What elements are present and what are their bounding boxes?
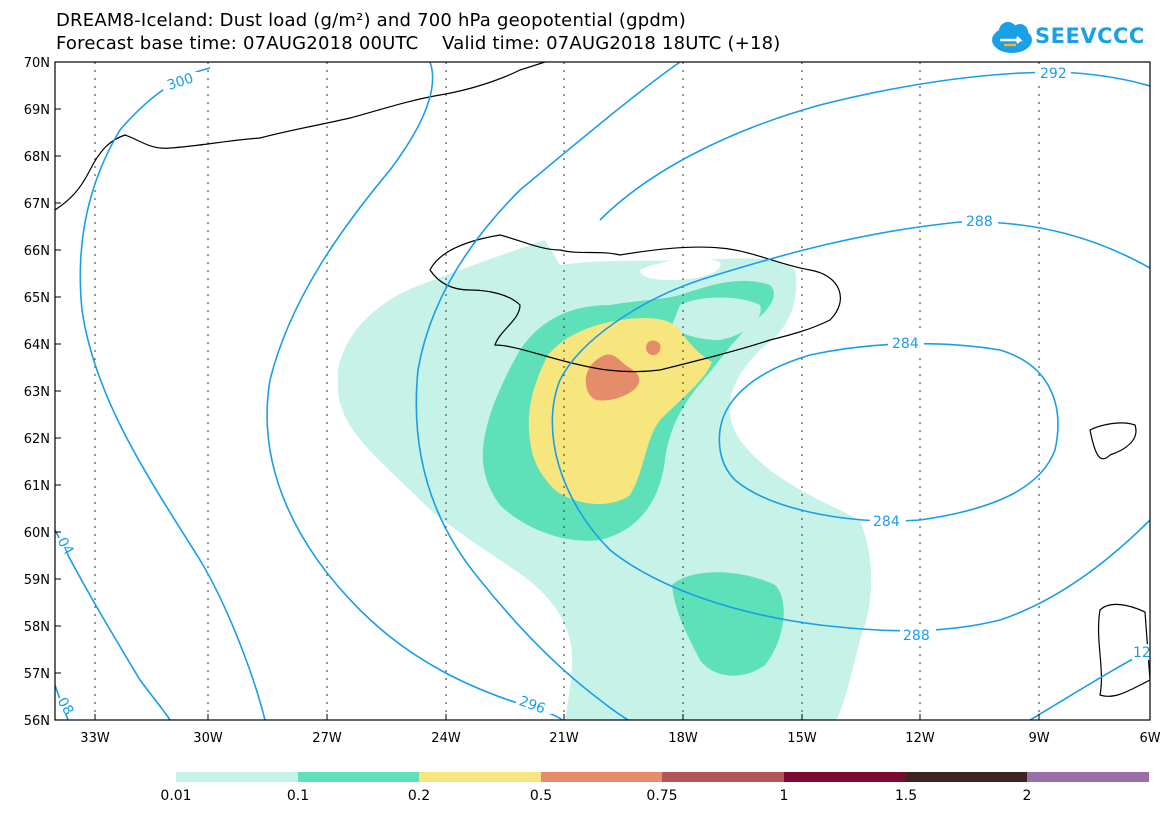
colorbar-label: 0.1 bbox=[287, 788, 309, 804]
lat-label: 64N bbox=[24, 338, 50, 353]
contour-296 bbox=[266, 61, 563, 721]
logo-text: SEEVCCC bbox=[1035, 24, 1145, 48]
dust-level-0.2 bbox=[528, 318, 712, 505]
grid-lines bbox=[94, 62, 1040, 720]
colorbar-swatch bbox=[541, 772, 662, 782]
coastlines bbox=[54, 61, 1151, 697]
lon-label: 30W bbox=[193, 731, 223, 746]
cloud-icon bbox=[992, 22, 1032, 53]
colorbar: 0.01 0.1 0.2 0.5 0.75 1 1.5 2 bbox=[160, 772, 1149, 804]
lat-label: 67N bbox=[24, 197, 50, 212]
lon-label: 27W bbox=[312, 731, 342, 746]
iceland-coast bbox=[429, 234, 841, 373]
contour-label-288-top: 288 bbox=[966, 214, 993, 230]
contour-label-312: 12 bbox=[1133, 645, 1151, 661]
tick-marks bbox=[55, 61, 1040, 720]
lat-label: 56N bbox=[24, 714, 50, 729]
colorbar-swatch bbox=[1027, 772, 1149, 782]
colorbar-swatch bbox=[662, 772, 784, 782]
lat-label: 59N bbox=[24, 573, 50, 588]
lat-label: 63N bbox=[24, 385, 50, 400]
lat-label: 68N bbox=[24, 150, 50, 165]
lat-label: 60N bbox=[24, 526, 50, 541]
colorbar-swatch bbox=[906, 772, 1027, 782]
seevccc-logo bbox=[992, 22, 1032, 53]
colorbar-swatch bbox=[298, 772, 419, 782]
dust-level-0.5-b bbox=[646, 340, 661, 356]
longitude-labels: 33W 30W 27W 24W 21W 18W 15W 12W 9W 6W bbox=[80, 731, 1160, 746]
contour-292 bbox=[415, 61, 681, 721]
lon-label: 33W bbox=[80, 731, 110, 746]
map-title: DREAM8-Iceland: Dust load (g/m²) and 700… bbox=[56, 10, 686, 31]
colorbar-swatch bbox=[784, 772, 906, 782]
lat-label: 58N bbox=[24, 620, 50, 635]
colorbar-label: 0.75 bbox=[646, 788, 677, 804]
lat-label: 61N bbox=[24, 479, 50, 494]
contour-284 bbox=[718, 342, 1059, 522]
lon-label: 6W bbox=[1139, 731, 1160, 746]
contour-label-308: 08 bbox=[54, 695, 77, 718]
contour-label-292: 292 bbox=[1040, 66, 1067, 82]
colorbar-label: 1 bbox=[780, 788, 789, 804]
dust-level-0.5 bbox=[585, 354, 640, 401]
lon-label: 18W bbox=[668, 731, 698, 746]
contour-300 bbox=[79, 67, 266, 721]
lat-label: 66N bbox=[24, 244, 50, 259]
scotland-coast bbox=[1097, 603, 1151, 697]
faroe-coast bbox=[1089, 422, 1137, 460]
contour-label-288-bottom: 288 bbox=[903, 628, 930, 644]
lon-label: 9W bbox=[1028, 731, 1049, 746]
contour-label-300: 300 bbox=[165, 70, 195, 93]
contour-292-upper bbox=[599, 71, 1151, 221]
lat-label: 70N bbox=[24, 56, 50, 71]
colorbar-label: 1.5 bbox=[895, 788, 917, 804]
colorbar-label: 0.01 bbox=[160, 788, 191, 804]
map-subtitle: Forecast base time: 07AUG2018 00UTC Vali… bbox=[56, 33, 781, 54]
colorbar-swatch bbox=[176, 772, 298, 782]
contour-288-b bbox=[551, 379, 1151, 632]
lon-label: 15W bbox=[787, 731, 817, 746]
lat-label: 57N bbox=[24, 667, 50, 682]
colorbar-label: 0.2 bbox=[408, 788, 430, 804]
lon-label: 24W bbox=[431, 731, 461, 746]
contour-288 bbox=[559, 221, 1151, 381]
colorbar-label: 2 bbox=[1023, 788, 1032, 804]
contour-304 bbox=[54, 529, 171, 721]
lon-label: 12W bbox=[905, 731, 935, 746]
lat-label: 62N bbox=[24, 432, 50, 447]
lon-label: 21W bbox=[549, 731, 579, 746]
colorbar-swatch bbox=[419, 772, 541, 782]
lat-label: 65N bbox=[24, 291, 50, 306]
dust-field bbox=[338, 240, 872, 720]
latitude-labels: 70N 69N 68N 67N 66N 65N 64N 63N 62N 61N … bbox=[24, 56, 50, 729]
contour-312 bbox=[1029, 649, 1151, 721]
contour-label-284-bottom: 284 bbox=[873, 514, 900, 530]
contour-label-304: 04 bbox=[54, 535, 77, 559]
dust-inner-hole bbox=[672, 297, 761, 340]
greenland-coast bbox=[54, 61, 546, 211]
contour-labels: 300 292 288 284 284 288 296 04 08 12 bbox=[54, 64, 1151, 718]
colorbar-label: 0.5 bbox=[530, 788, 552, 804]
contour-label-284-top: 284 bbox=[892, 336, 919, 352]
dust-field-north-hole bbox=[640, 258, 721, 280]
lat-label: 69N bbox=[24, 103, 50, 118]
